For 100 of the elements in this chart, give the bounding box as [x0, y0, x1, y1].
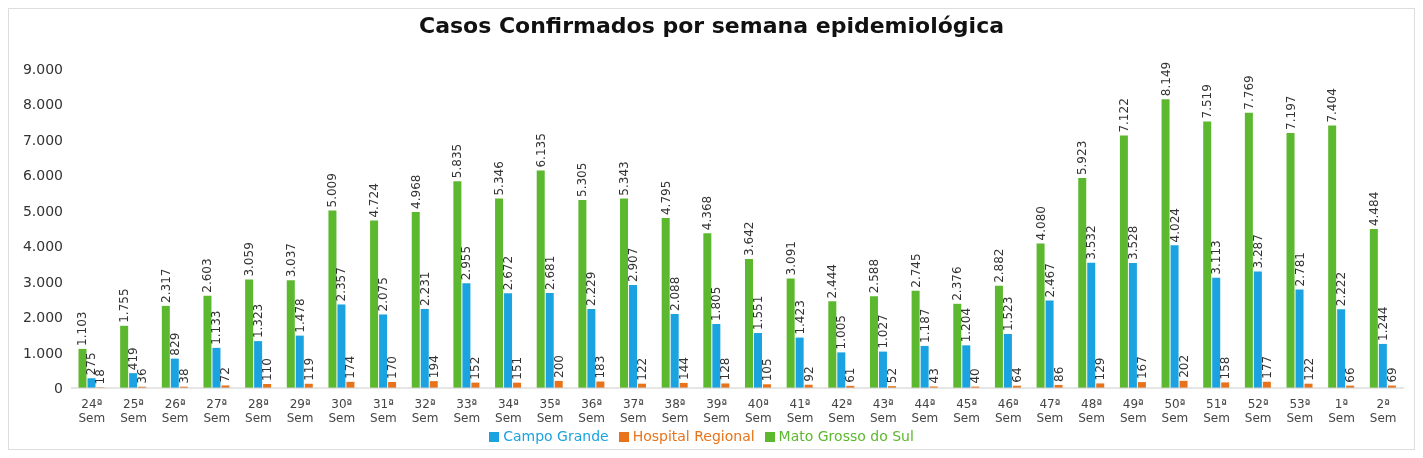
- y-tick-label: 3.000: [22, 273, 63, 290]
- data-label: 1.103: [75, 311, 90, 346]
- x-tick-label: 24ª Sem: [78, 397, 106, 425]
- data-label: 119: [301, 357, 316, 381]
- data-label: 6.135: [533, 133, 548, 168]
- data-label: 1.478: [292, 298, 307, 333]
- data-label: 122: [635, 357, 650, 381]
- data-label: 1.523: [1000, 296, 1015, 332]
- data-label: 4.024: [1167, 208, 1182, 243]
- data-label: 4.080: [1033, 206, 1048, 241]
- x-tick-label: 41ª Sem: [786, 397, 814, 425]
- data-label: 7.197: [1283, 95, 1298, 130]
- data-label: 64: [1009, 367, 1024, 383]
- data-label: 5.923: [1075, 140, 1090, 176]
- data-label: 122: [1301, 357, 1316, 381]
- data-label: 3.059: [242, 242, 257, 277]
- data-label: 72: [218, 367, 233, 383]
- data-label: 152: [468, 356, 483, 380]
- data-label: 4.368: [700, 195, 715, 231]
- x-tick-label: 30ª Sem: [328, 397, 356, 425]
- data-label: 2.444: [825, 264, 840, 299]
- x-tick-label: 2ª Sem: [1369, 397, 1397, 425]
- data-label: 7.519: [1200, 84, 1215, 119]
- data-label: 61: [843, 367, 858, 383]
- data-label: 200: [551, 355, 566, 378]
- x-tick-label: 51ª Sem: [1203, 397, 1230, 425]
- data-label: 3.287: [1250, 234, 1265, 269]
- y-tick-label: 8.000: [22, 96, 63, 113]
- data-label: 92: [801, 366, 816, 382]
- y-tick-label: 4.000: [22, 238, 63, 255]
- x-tick-label: 38ª Sem: [661, 397, 689, 425]
- data-label: 110: [260, 358, 275, 382]
- chart-title: Casos Confirmados por semana epidemiológica: [418, 13, 1005, 38]
- data-label: 129: [1093, 357, 1108, 381]
- data-label: 2.745: [908, 253, 923, 288]
- data-label: 2.882: [991, 248, 1006, 283]
- data-label: 1.423: [792, 300, 807, 335]
- x-tick-label: 53ª Sem: [1286, 397, 1314, 425]
- data-label: 2.907: [626, 247, 641, 282]
- data-label: 2.781: [1292, 252, 1307, 287]
- data-label: 1.204: [959, 307, 974, 343]
- data-label: 194: [426, 355, 441, 379]
- data-label: 1.005: [834, 315, 849, 350]
- data-label: 52: [884, 367, 899, 384]
- x-tick-label: 39ª Sem: [703, 397, 731, 425]
- data-label: 4.724: [367, 183, 382, 218]
- x-tick-label: 26ª Sem: [161, 397, 189, 425]
- data-label: 4.484: [1366, 191, 1381, 227]
- data-label: 2.467: [1042, 263, 1057, 298]
- x-tick-label: 27ª Sem: [203, 397, 231, 425]
- x-tick-label: 49ª Sem: [1119, 397, 1147, 425]
- data-label: 167: [1134, 356, 1149, 380]
- data-label: 36: [135, 368, 150, 384]
- x-tick-label: 1ª Sem: [1328, 397, 1355, 425]
- y-tick-label: 5.000: [22, 202, 63, 219]
- data-label: 2.588: [866, 258, 881, 294]
- data-label: 829: [167, 332, 182, 356]
- data-label: 3.113: [1209, 240, 1224, 275]
- data-label: 2.222: [1334, 271, 1349, 307]
- data-label: 1.133: [209, 310, 224, 345]
- data-label: 5.343: [617, 161, 632, 196]
- data-label: 183: [593, 355, 608, 379]
- y-tick-label: 7.000: [22, 131, 63, 148]
- data-label: 7.404: [1325, 88, 1340, 123]
- data-label: 144: [676, 356, 691, 380]
- x-tick-label: 28ª Sem: [245, 397, 272, 425]
- x-tick-label: 43ª Sem: [869, 397, 897, 425]
- data-label: 2.075: [376, 277, 391, 312]
- data-label: 4.795: [658, 180, 673, 216]
- data-label: 3.642: [742, 221, 756, 256]
- data-label: 419: [126, 347, 141, 371]
- data-label: 2.088: [667, 276, 682, 311]
- x-tick-label: 52ª Sem: [1244, 397, 1272, 425]
- data-label: 5.835: [450, 143, 465, 179]
- y-tick-label: 1.000: [22, 344, 63, 361]
- data-label: 128: [718, 357, 733, 381]
- x-tick-label: 44ª Sem: [911, 397, 939, 425]
- data-label: 3.532: [1084, 225, 1099, 260]
- data-label: 174: [343, 355, 358, 379]
- y-tick-label: 2.000: [22, 309, 63, 326]
- data-label: 40: [968, 368, 983, 384]
- x-tick-label: 31ª Sem: [370, 397, 397, 425]
- x-tick-label: 36ª Sem: [578, 397, 606, 425]
- data-label: 7.769: [1241, 75, 1256, 110]
- x-tick-label: 45ª Sem: [953, 397, 980, 425]
- data-label: 1.187: [917, 308, 932, 343]
- data-label: 3.091: [783, 241, 798, 276]
- y-tick-label: 6.000: [22, 167, 63, 184]
- data-label: 1.805: [709, 286, 724, 322]
- data-label: 1.244: [1375, 306, 1390, 341]
- x-tick-label: 32ª Sem: [411, 397, 439, 425]
- data-label: 5.305: [575, 162, 590, 197]
- data-label: 3.037: [283, 243, 298, 278]
- data-label: 2.955: [459, 245, 474, 281]
- data-label: 177: [1259, 355, 1274, 379]
- y-tick-label: 0: [54, 379, 63, 396]
- data-label: 8.149: [1158, 61, 1173, 97]
- data-label: 2.231: [417, 271, 432, 306]
- data-label: 1.755: [117, 288, 132, 323]
- x-tick-label: 37ª Sem: [620, 397, 647, 425]
